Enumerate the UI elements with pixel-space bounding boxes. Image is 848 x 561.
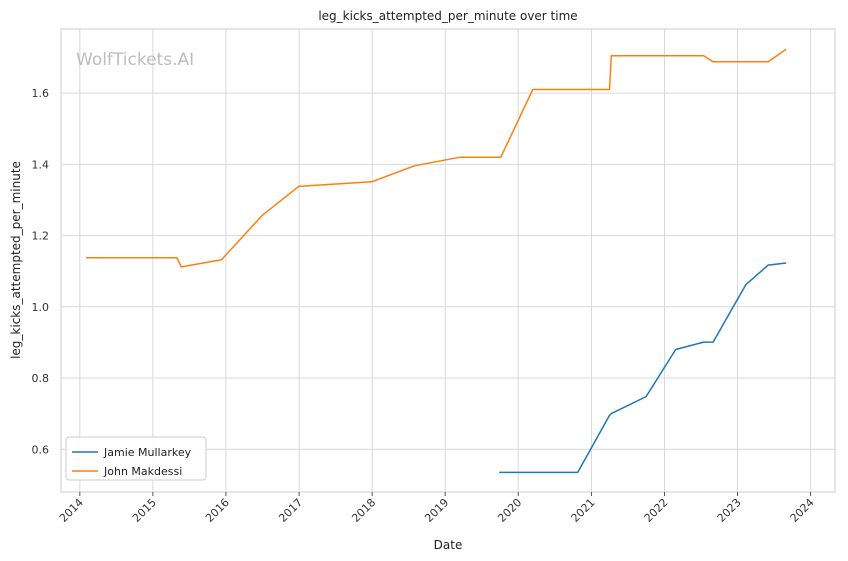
x-tick-label: 2023 xyxy=(715,496,744,525)
legend-box xyxy=(65,436,207,481)
x-tick-label: 2019 xyxy=(422,496,451,525)
y-axis-title: leg_kicks_attempted_per_minute xyxy=(9,161,23,359)
x-gridlines xyxy=(79,29,812,492)
x-tick-label: 2022 xyxy=(642,496,671,525)
y-tick-label: 0.6 xyxy=(32,443,50,456)
chart-title: leg_kicks_attempted_per_minute over time xyxy=(318,9,577,23)
x-tick-label: 2024 xyxy=(788,496,817,525)
legend: Jamie Mullarkey John Makdessi xyxy=(65,436,207,481)
x-tick-label: 2021 xyxy=(569,496,598,525)
y-tick-label: 1.2 xyxy=(32,230,50,243)
series-lines xyxy=(86,48,787,474)
y-tick-label: 1.4 xyxy=(32,158,50,171)
x-tick-label: 2016 xyxy=(203,496,232,525)
x-tick-label: 2020 xyxy=(495,496,524,525)
y-tick-label: 0.8 xyxy=(32,372,50,385)
series-line-jamie-mullarkey xyxy=(499,262,787,474)
plot-area xyxy=(60,28,836,493)
legend-label-jamie-mullarkey: Jamie Mullarkey xyxy=(103,446,192,459)
x-tick-label: 2018 xyxy=(349,496,378,525)
legend-label-john-makdessi: John Makdessi xyxy=(103,465,182,478)
y-tick-label: 1.6 xyxy=(32,87,50,100)
y-tick-label: 1.0 xyxy=(32,301,50,314)
y-tick-labels: 0.6 0.8 1.0 1.2 1.4 1.6 xyxy=(32,87,50,456)
x-axis-title: Date xyxy=(434,538,463,552)
x-tick-labels: 2014 2015 2016 2017 2018 2019 2020 2021 2022 2023… xyxy=(57,492,817,525)
x-tick-label: 2014 xyxy=(57,496,86,525)
watermark: WolfTickets.AI xyxy=(76,50,194,70)
series-line-john-makdessi xyxy=(86,48,787,268)
x-tick-label: 2017 xyxy=(276,496,305,525)
x-tick-label: 2015 xyxy=(130,496,159,525)
